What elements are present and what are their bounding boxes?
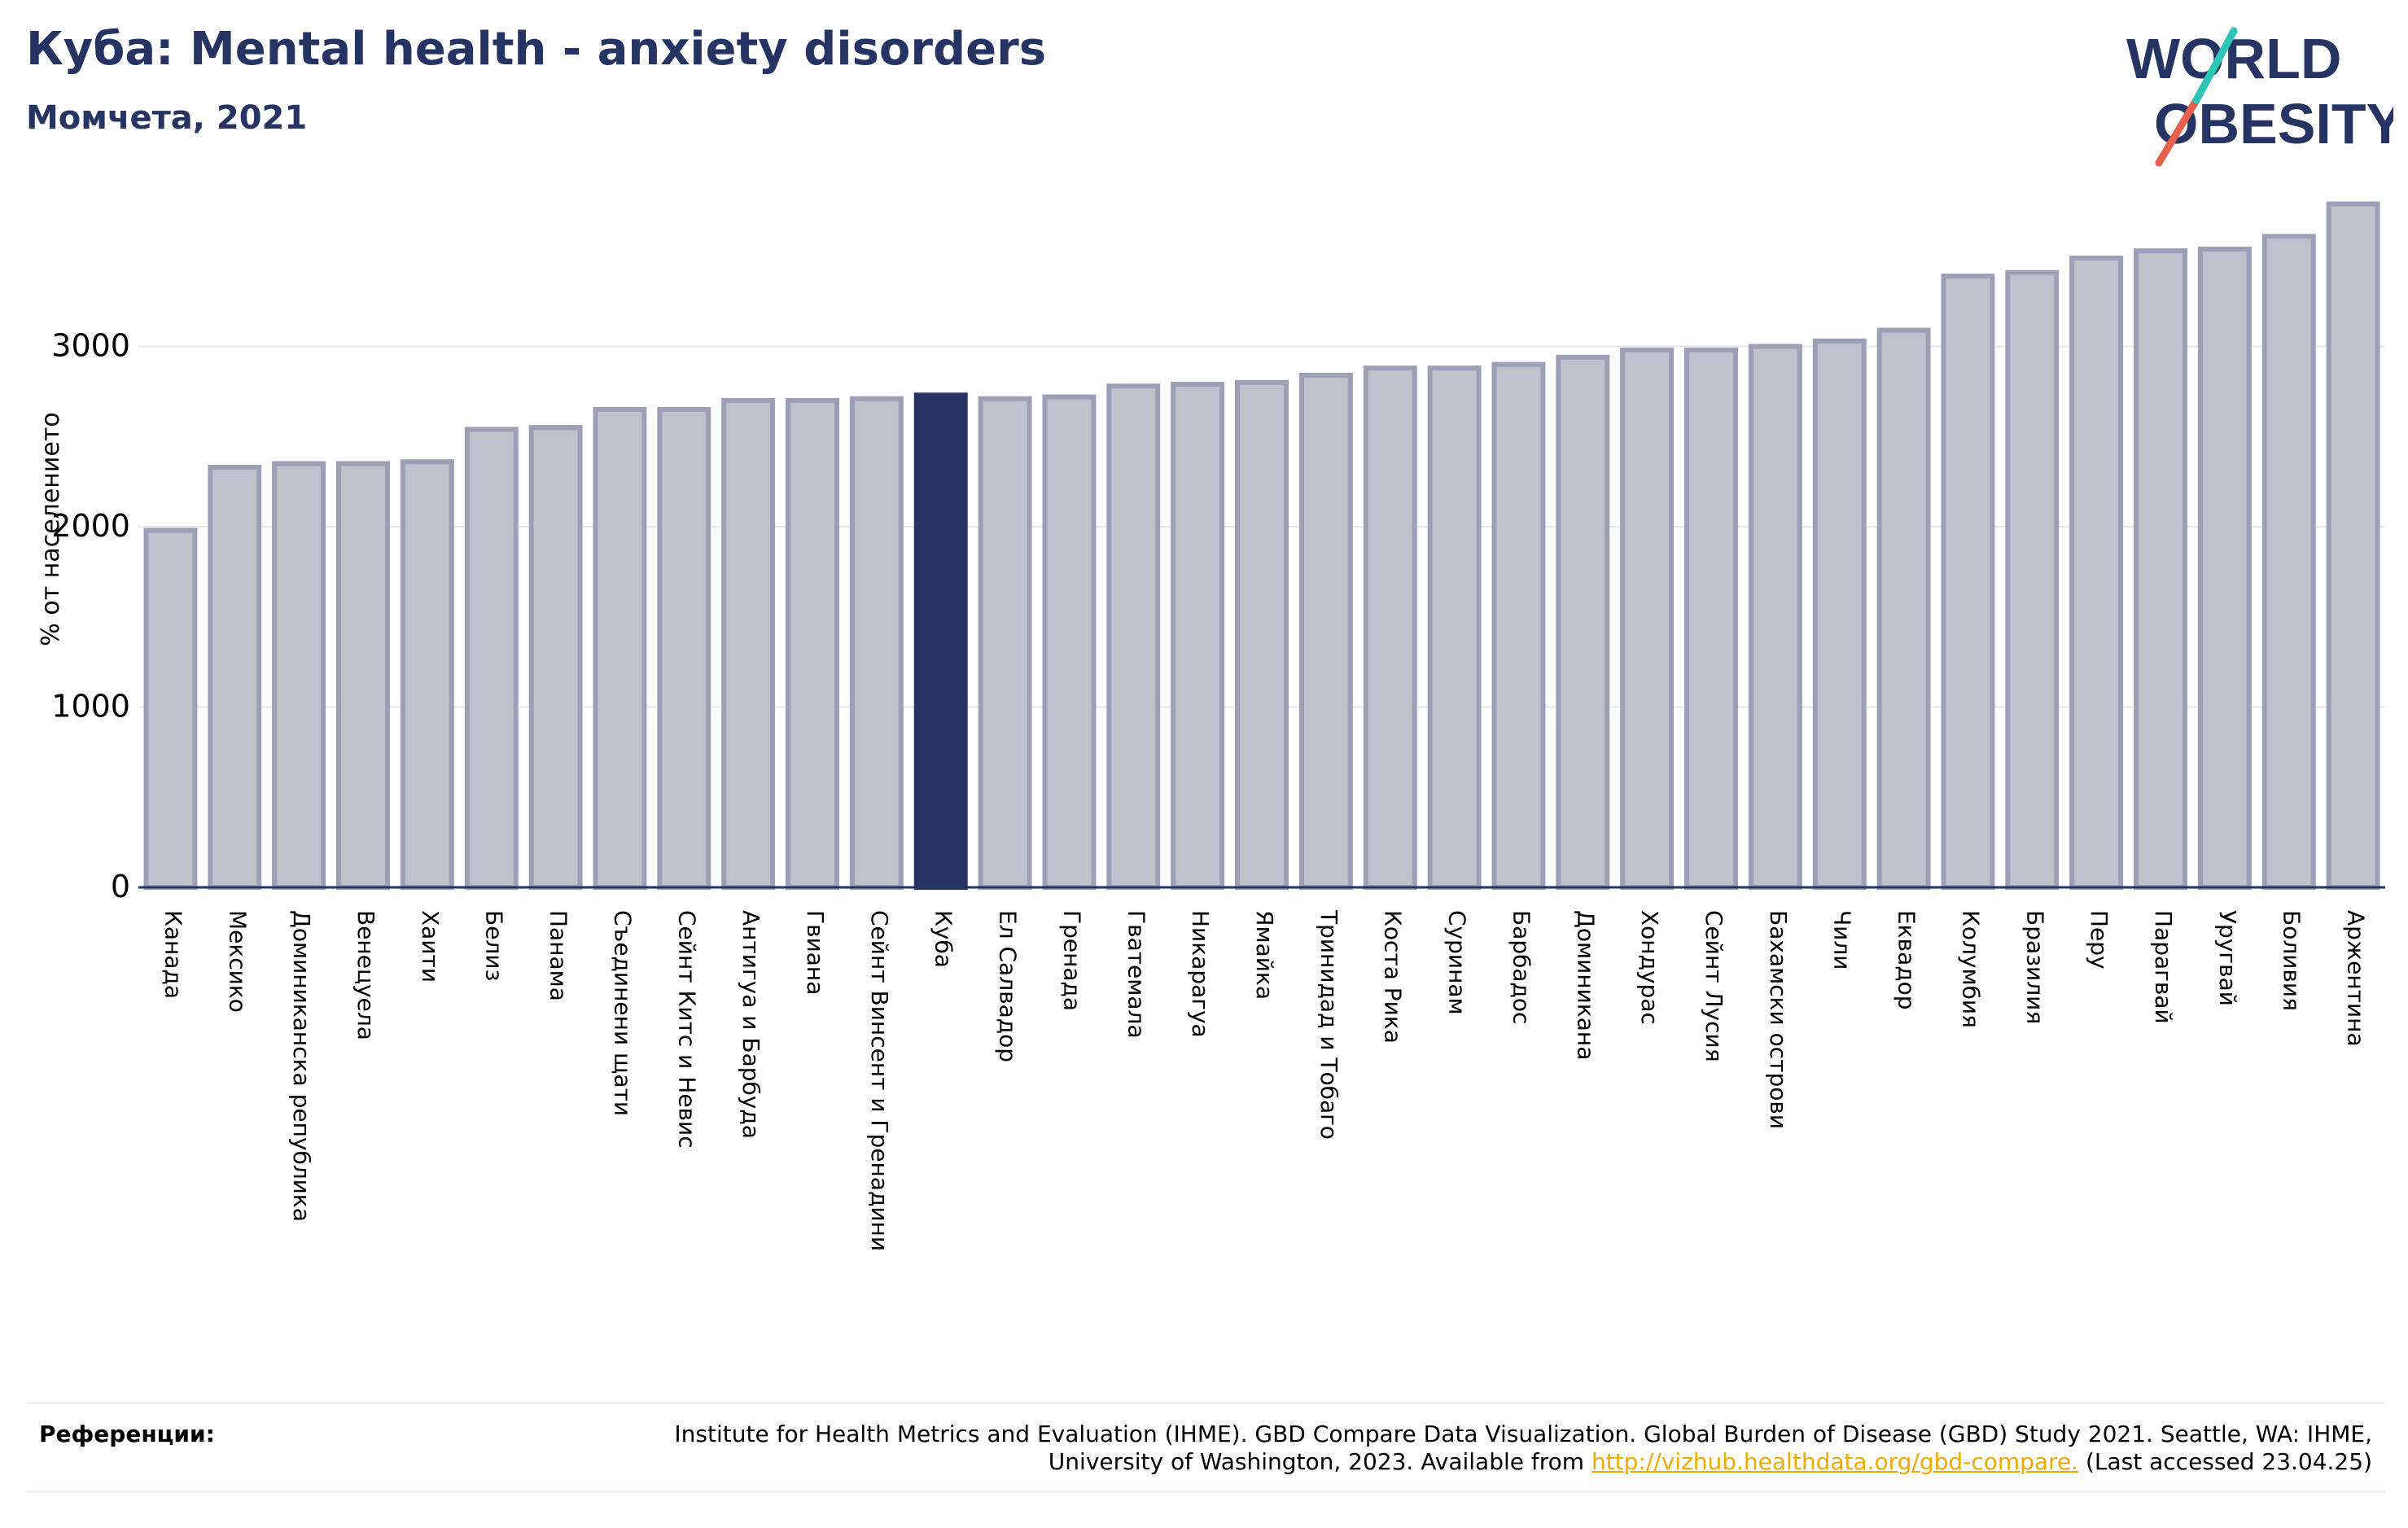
x-tick-label: Бахамски острови — [1765, 910, 1792, 1129]
bar — [2326, 201, 2380, 890]
x-tick-label: Ямайка — [1251, 910, 1278, 1000]
bar — [1427, 366, 1482, 890]
bar — [657, 407, 711, 890]
bar — [1748, 344, 1802, 890]
bar — [464, 427, 519, 890]
bar — [1363, 366, 1417, 890]
logo-slash-red — [2155, 96, 2200, 167]
bar — [849, 396, 904, 890]
x-tick-label: Сейнт Китс и Невис — [673, 910, 700, 1149]
x-tick-label: Коста Рика — [1380, 910, 1407, 1044]
logo-slash-teal — [2192, 27, 2238, 104]
bar — [1556, 354, 1610, 891]
y-tick-label: 1000 — [51, 689, 130, 725]
bar — [721, 397, 776, 890]
x-tick-label: Сейнт Лусия — [1701, 910, 1727, 1062]
x-tick-label: Панама — [545, 910, 572, 1001]
y-axis-label: % от населението — [37, 412, 65, 646]
x-tick-label: Парагвай — [2150, 910, 2177, 1024]
bar — [1171, 382, 1225, 890]
bar — [593, 407, 647, 890]
references-text: Institute for Health Metrics and Evaluat… — [581, 1421, 2372, 1476]
references-label: Референции: — [39, 1421, 215, 1447]
bar — [1106, 383, 1161, 891]
x-tick-label: Мексико — [224, 910, 251, 1013]
x-tick-label: Ел Салвадор — [995, 910, 1022, 1062]
x-tick-label: Уругвай — [2214, 910, 2241, 1006]
x-tick-label: Гватемала — [1123, 910, 1149, 1039]
x-tick-label: Съединени щати — [609, 910, 636, 1116]
y-tick-label: 2000 — [51, 508, 130, 544]
x-tick-label: Чили — [1829, 910, 1856, 970]
x-tick-label: Гвиана — [802, 910, 829, 995]
bar — [1812, 338, 1867, 891]
bar — [143, 528, 198, 890]
chart-subtitle: Момчета, 2021 — [26, 99, 308, 137]
bar — [1620, 347, 1675, 890]
bar — [1298, 372, 1353, 890]
bar — [913, 392, 968, 890]
references-link[interactable]: http://vizhub.healthdata.org/gbd-compare… — [1591, 1448, 2079, 1475]
bar — [2134, 248, 2187, 891]
bar — [208, 464, 262, 890]
x-tick-label: Бразилия — [2021, 910, 2048, 1024]
bar — [336, 461, 390, 890]
x-tick-label: Доминиканска република — [288, 910, 315, 1222]
x-tick-label: Сейнт Винсент и Гренадини — [866, 910, 893, 1251]
chart-title: Куба: Mental health - anxiety disorders — [26, 23, 1047, 76]
bar-chart: 0 1000 2000 3000 % от населението Канада Мекси… — [37, 201, 2385, 1251]
bar — [1941, 274, 1995, 890]
bar — [2005, 269, 2060, 890]
bar — [272, 461, 326, 890]
x-tick-label: Еквадор — [1894, 910, 1920, 1010]
x-tick-label: Аржентина — [2343, 910, 2370, 1047]
references-accessed: (Last accessed 23.04.25) — [2078, 1448, 2372, 1475]
x-tick-label: Белиз — [481, 910, 508, 981]
bar — [528, 425, 583, 890]
bar — [2261, 234, 2316, 890]
x-tick-label: Колумбия — [1957, 910, 1984, 1028]
bar — [1876, 327, 1931, 890]
x-tick-label: Тринидад и Тобаго — [1316, 909, 1342, 1140]
bar — [1235, 379, 1289, 890]
y-tick-label: 3000 — [51, 328, 130, 364]
x-tick-label: Канада — [160, 910, 186, 999]
x-tick-label: Антигуа и Барбуда — [738, 910, 764, 1139]
references-citation: Institute for Health Metrics and Evaluat… — [674, 1421, 2372, 1475]
bar — [2069, 255, 2124, 890]
x-tick-label: Венецуела — [352, 910, 379, 1040]
x-tick-label: Куба — [930, 910, 957, 968]
references-box: Референции: Institute for Health Metrics… — [26, 1402, 2385, 1493]
x-tick-label: Гренада — [1058, 910, 1085, 1011]
y-tick-label: 0 — [111, 869, 130, 904]
x-tick-label: Суринам — [1444, 910, 1471, 1015]
x-tick-label: Хаити — [417, 910, 444, 983]
x-tick-label: Перу — [2086, 910, 2112, 970]
x-tick-label: Барбадос — [1508, 910, 1535, 1024]
x-tick-label: Боливия — [2279, 910, 2305, 1011]
bar — [2197, 246, 2252, 890]
bar — [1491, 361, 1546, 890]
bar — [1042, 394, 1097, 890]
bar — [1684, 347, 1738, 890]
world-obesity-logo: WORLD OBESITY — [2126, 27, 2393, 167]
x-tick-label: Доминикана — [1572, 910, 1599, 1060]
bar — [978, 396, 1032, 890]
x-tick-label: Никарагуа — [1187, 910, 1214, 1038]
bar — [786, 397, 839, 890]
bar — [400, 459, 454, 890]
x-tick-label: Хондурас — [1636, 910, 1663, 1025]
